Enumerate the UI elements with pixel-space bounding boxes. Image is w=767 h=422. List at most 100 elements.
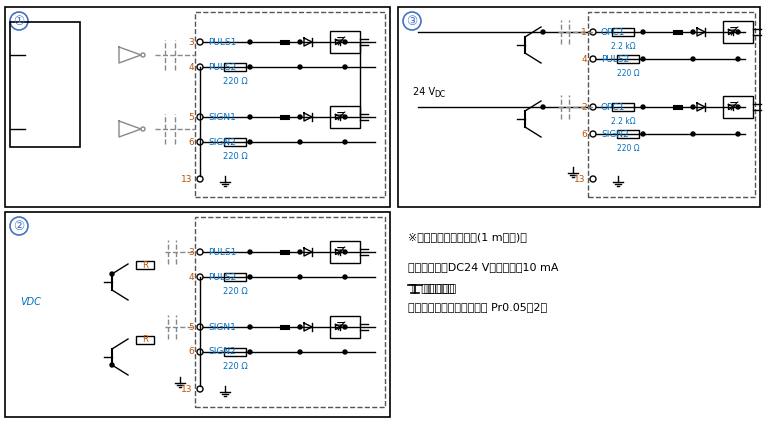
Text: R: R — [142, 335, 148, 344]
Circle shape — [343, 140, 347, 144]
Circle shape — [691, 132, 695, 136]
Circle shape — [641, 132, 645, 136]
Bar — [136, 261, 154, 269]
Circle shape — [298, 115, 302, 119]
Text: 220 Ω: 220 Ω — [222, 362, 248, 371]
Circle shape — [343, 40, 347, 44]
Circle shape — [343, 350, 347, 354]
Text: 6: 6 — [188, 138, 194, 146]
Circle shape — [248, 275, 252, 279]
Circle shape — [691, 57, 695, 61]
Circle shape — [691, 105, 695, 109]
Circle shape — [541, 30, 545, 34]
Text: ③: ③ — [407, 14, 417, 27]
Circle shape — [298, 325, 302, 329]
Text: OPC1: OPC1 — [601, 27, 625, 36]
Circle shape — [736, 30, 740, 34]
Circle shape — [736, 105, 740, 109]
Text: 2: 2 — [581, 103, 587, 111]
Bar — [136, 336, 154, 344]
Text: 3: 3 — [188, 247, 194, 257]
Circle shape — [298, 140, 302, 144]
Text: 使用开路集电极时推荐设定 Pr0.05＝2。: 使用开路集电极时推荐设定 Pr0.05＝2。 — [408, 302, 547, 312]
Text: DC: DC — [434, 89, 445, 98]
Bar — [224, 63, 246, 71]
Text: SIGN1: SIGN1 — [208, 322, 236, 332]
Text: VDC: VDC — [20, 297, 41, 307]
Circle shape — [248, 40, 252, 44]
Circle shape — [298, 275, 302, 279]
Circle shape — [736, 132, 740, 136]
Text: 6: 6 — [188, 347, 194, 357]
Text: PULS2: PULS2 — [601, 54, 629, 63]
Circle shape — [110, 272, 114, 276]
Text: 24 V: 24 V — [413, 87, 435, 97]
Bar — [612, 103, 634, 111]
Circle shape — [248, 350, 252, 354]
Circle shape — [343, 65, 347, 69]
Text: OPC1: OPC1 — [601, 103, 625, 111]
Bar — [617, 55, 639, 63]
Text: 2.2 kΩ: 2.2 kΩ — [611, 42, 635, 51]
Circle shape — [248, 65, 252, 69]
Circle shape — [641, 105, 645, 109]
Text: SIGN2: SIGN2 — [208, 138, 235, 146]
Text: 2.2 kΩ: 2.2 kΩ — [611, 117, 635, 126]
Circle shape — [248, 250, 252, 254]
Bar — [588, 12, 755, 197]
Bar — [330, 316, 360, 338]
Text: PULS1: PULS1 — [208, 247, 236, 257]
Text: 为双绞线。: 为双绞线。 — [424, 284, 457, 294]
Bar — [723, 96, 753, 118]
Bar — [195, 12, 385, 197]
Text: 4: 4 — [189, 273, 194, 281]
Text: 1: 1 — [581, 27, 587, 36]
Text: SIGN2: SIGN2 — [208, 347, 235, 357]
Circle shape — [736, 57, 740, 61]
Circle shape — [641, 30, 645, 34]
Circle shape — [641, 57, 645, 61]
Text: 220 Ω: 220 Ω — [222, 77, 248, 86]
Circle shape — [343, 325, 347, 329]
Text: ⊤ 为双绞线。: ⊤ 为双绞线。 — [408, 284, 454, 294]
Text: R: R — [142, 260, 148, 270]
Bar — [330, 241, 360, 263]
Circle shape — [343, 275, 347, 279]
Text: 5: 5 — [188, 322, 194, 332]
Text: 4: 4 — [189, 62, 194, 71]
Text: 3: 3 — [188, 38, 194, 46]
Text: 13: 13 — [180, 175, 192, 184]
Bar — [224, 348, 246, 356]
Bar — [224, 273, 246, 281]
Circle shape — [541, 105, 545, 109]
Bar — [612, 28, 634, 36]
Circle shape — [298, 350, 302, 354]
Text: 4: 4 — [581, 54, 587, 63]
Text: 220 Ω: 220 Ω — [617, 144, 640, 153]
Bar — [723, 21, 753, 43]
Text: 6: 6 — [581, 130, 587, 138]
Circle shape — [248, 325, 252, 329]
Circle shape — [298, 250, 302, 254]
Circle shape — [343, 250, 347, 254]
Bar — [330, 106, 360, 128]
Text: ※配线长度，请控制在(1 m以内)。: ※配线长度，请控制在(1 m以内)。 — [408, 232, 527, 242]
Circle shape — [298, 40, 302, 44]
Text: 5: 5 — [188, 113, 194, 122]
Bar — [10, 22, 80, 147]
Bar — [195, 217, 385, 407]
Text: SIGN2: SIGN2 — [601, 130, 629, 138]
Circle shape — [110, 363, 114, 367]
Text: PULS2: PULS2 — [208, 273, 236, 281]
Text: 220 Ω: 220 Ω — [617, 69, 640, 78]
Bar — [617, 130, 639, 138]
Circle shape — [298, 65, 302, 69]
Text: PULS2: PULS2 — [208, 62, 236, 71]
Text: 220 Ω: 220 Ω — [222, 152, 248, 161]
Text: ①: ① — [13, 14, 25, 27]
Circle shape — [343, 115, 347, 119]
Bar — [224, 138, 246, 146]
Bar — [5, 7, 390, 207]
Text: SIGN1: SIGN1 — [208, 113, 236, 122]
Circle shape — [691, 30, 695, 34]
